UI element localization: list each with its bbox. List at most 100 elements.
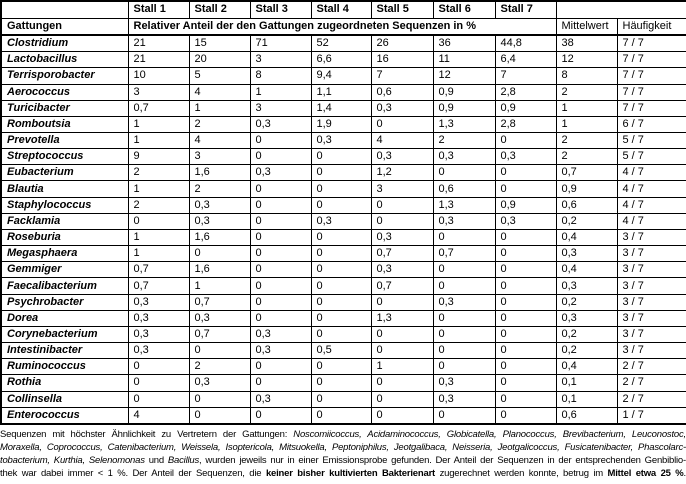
value-cell-stall-2: 0,3 — [188, 374, 251, 392]
value-cell-stall-6: 36 — [432, 34, 496, 53]
value-cell-stall-6: 0,3 — [432, 212, 496, 230]
value-cell-stall-7: 2,8 — [494, 115, 557, 134]
value-cell-stall-6: 0,3 — [432, 374, 496, 392]
value-cell-stall-1: 0 — [127, 358, 190, 376]
table-row: Romboutsia 1 2 0,3 1,9 0 1,3 2,8 1 6 / 7 — [0, 115, 686, 134]
value-cell-stall-2: 0 — [188, 245, 251, 263]
value-cell-stall-1: 4 — [127, 406, 190, 425]
value-cell-stall-4: 52 — [310, 34, 372, 53]
value-cell-stall-7: 0,9 — [494, 196, 557, 214]
genus-cell: Gemmiger — [0, 261, 129, 279]
value-cell-stall-2: 20 — [188, 51, 251, 69]
value-cell-stall-5: 1 — [370, 358, 434, 376]
value-cell-stall-1: 1 — [127, 245, 190, 263]
genus-cell: Aerococcus — [0, 83, 129, 101]
value-cell-stall-6: 0 — [432, 325, 496, 344]
value-cell-stall-5: 1,2 — [370, 164, 434, 182]
value-cell-stall-5: 0,3 — [370, 261, 434, 279]
mittelwert-cell: 0,6 — [555, 196, 618, 214]
value-cell-stall-6: 0,7 — [432, 245, 496, 263]
mittelwert-cell: 0,9 — [555, 180, 618, 198]
haeufigkeit-cell: 3 / 7 — [616, 277, 686, 295]
stall-header-2: Stall 2 — [188, 0, 251, 19]
genus-cell: Rothia — [0, 374, 129, 392]
table-row: Corynebacterium 0,3 0,7 0,3 0 0 0 0 0,2 3 / 7 — [0, 325, 686, 344]
mittelwert-cell: 0,3 — [555, 309, 618, 327]
value-cell-stall-2: 1 — [188, 277, 251, 295]
table-row: Clostridium 21 15 71 52 26 36 44,8 38 7 / 7 — [0, 34, 686, 53]
genus-abundance-table: Stall 1 Stall 2 Stall 3 Stall 4 Stall 5 … — [0, 0, 686, 425]
value-cell-stall-4: 0 — [310, 325, 372, 344]
value-cell-stall-5: 0,3 — [370, 148, 434, 166]
value-cell-stall-4: 0 — [310, 245, 372, 263]
stall-header-1: Stall 1 — [127, 0, 190, 19]
table-row: Megasphaera 1 0 0 0 0,7 0,7 0 0,3 3 / 7 — [0, 245, 686, 263]
value-cell-stall-4: 6,6 — [310, 51, 372, 69]
value-cell-stall-3: 0 — [249, 196, 312, 214]
value-cell-stall-1: 1 — [127, 132, 190, 150]
genus-cell: Megasphaera — [0, 245, 129, 263]
value-cell-stall-1: 21 — [127, 51, 190, 69]
table-row: Rothia 0 0,3 0 0 0 0,3 0 0,1 2 / 7 — [0, 374, 686, 392]
value-cell-stall-3: 0 — [249, 406, 312, 425]
table-row: Terrisporobacter 10 5 8 9,4 7 12 7 8 7 / 7 — [0, 67, 686, 85]
table-row: Roseburia 1 1,6 0 0 0,3 0 0 0,4 3 / 7 — [0, 228, 686, 247]
genus-cell: Blautia — [0, 180, 129, 198]
value-cell-stall-7: 0 — [494, 164, 557, 182]
mittelwert-cell: 0,7 — [555, 164, 618, 182]
value-cell-stall-3: 0 — [249, 228, 312, 247]
haeufigkeit-cell: 2 / 7 — [616, 390, 686, 408]
table-row: Eubacterium 2 1,6 0,3 0 1,2 0 0 0,7 4 / 7 — [0, 164, 686, 182]
haeufigkeit-cell: 1 / 7 — [616, 406, 686, 425]
value-cell-stall-5: 0 — [370, 390, 434, 408]
value-cell-stall-4: 1,4 — [310, 99, 372, 117]
value-cell-stall-4: 0 — [310, 180, 372, 198]
value-cell-stall-4: 0 — [310, 374, 372, 392]
table-row: Prevotella 1 4 0 0,3 4 2 0 2 5 / 7 — [0, 132, 686, 150]
value-cell-stall-6: 0,9 — [432, 99, 496, 117]
stall-header-row: Stall 1 Stall 2 Stall 3 Stall 4 Stall 5 … — [0, 0, 686, 19]
genus-cell: Ruminococcus — [0, 358, 129, 376]
mittelwert-cell: 2 — [555, 148, 618, 166]
mittelwert-cell: 2 — [555, 83, 618, 101]
haeufigkeit-cell: 7 / 7 — [616, 99, 686, 117]
value-cell-stall-3: 0,3 — [249, 390, 312, 408]
value-cell-stall-2: 5 — [188, 67, 251, 85]
genus-cell: Dorea — [0, 309, 129, 327]
haeufigkeit-cell: 6 / 7 — [616, 115, 686, 134]
table-row: Aerococcus 3 4 1 1,1 0,6 0,9 2,8 2 7 / 7 — [0, 83, 686, 101]
value-cell-stall-1: 2 — [127, 164, 190, 182]
value-cell-stall-5: 0 — [370, 406, 434, 425]
subheader-row: Gattungen Relativer Anteil der den Gattu… — [0, 17, 686, 36]
value-cell-stall-6: 0 — [432, 277, 496, 295]
genus-cell: Roseburia — [0, 228, 129, 247]
value-cell-stall-5: 0 — [370, 325, 434, 344]
value-cell-stall-6: 0,3 — [432, 293, 496, 311]
table-row: Collinsella 0 0 0,3 0 0 0,3 0 0,1 2 / 7 — [0, 390, 686, 408]
haeufigkeit-cell: 7 / 7 — [616, 83, 686, 101]
value-cell-stall-2: 0,3 — [188, 196, 251, 214]
haeufigkeit-cell: 3 / 7 — [616, 342, 686, 360]
value-cell-stall-2: 15 — [188, 34, 251, 53]
value-cell-stall-5: 0,6 — [370, 83, 434, 101]
value-cell-stall-3: 0,3 — [249, 325, 312, 344]
value-cell-stall-5: 0 — [370, 115, 434, 134]
mittelwert-cell: 0,3 — [555, 245, 618, 263]
genus-cell: Streptococcus — [0, 148, 129, 166]
mittelwert-cell: 2 — [555, 132, 618, 150]
value-cell-stall-4: 1,1 — [310, 83, 372, 101]
value-cell-stall-7: 0 — [494, 390, 557, 408]
value-cell-stall-3: 0 — [249, 358, 312, 376]
value-cell-stall-3: 0 — [249, 374, 312, 392]
haeufigkeit-cell: 7 / 7 — [616, 34, 686, 53]
table-row: Blautia 1 2 0 0 3 0,6 0 0,9 4 / 7 — [0, 180, 686, 198]
genus-cell: Intestinibacter — [0, 342, 129, 360]
value-cell-stall-6: 1,3 — [432, 115, 496, 134]
table-row: Faecalibacterium 0,7 1 0 0 0,7 0 0 0,3 3 / 7 — [0, 277, 686, 295]
gattungen-header: Gattungen — [0, 17, 129, 36]
value-cell-stall-2: 0,7 — [188, 293, 251, 311]
mittelwert-cell: 12 — [555, 51, 618, 69]
value-cell-stall-5: 0,7 — [370, 245, 434, 263]
mittelwert-cell: 0,1 — [555, 390, 618, 408]
value-cell-stall-6: 0 — [432, 358, 496, 376]
